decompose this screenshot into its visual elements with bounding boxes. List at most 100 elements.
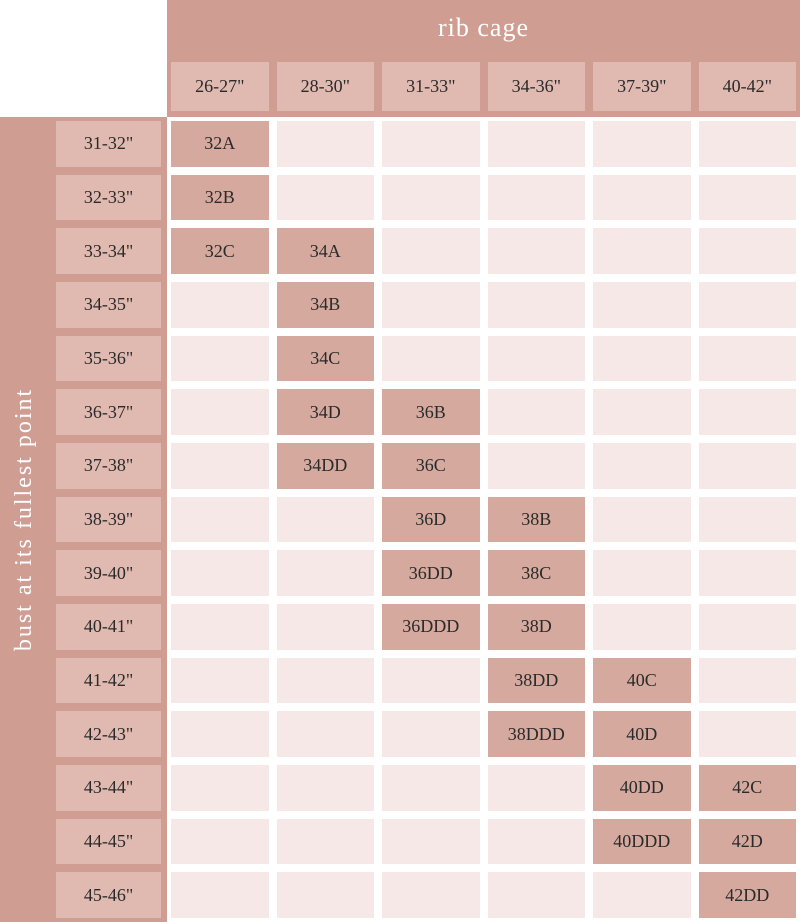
row-header-cell: 31-32" [56,121,161,167]
data-cell: 40C [593,658,691,704]
data-cell: 40D [593,711,691,757]
data-cell: 38C [488,550,586,596]
row-header-cell: 41-42" [56,658,161,704]
data-cell: 32C [171,228,269,274]
row-header-cell: 33-34" [56,228,161,274]
column-header-cell: 28-30" [277,62,375,111]
row-header-cell: 32-33" [56,175,161,221]
data-cell [171,336,269,382]
data-cell [171,604,269,650]
data-cell [277,497,375,543]
data-cell [593,175,691,221]
data-cell [277,711,375,757]
row-header-cell: 37-38" [56,443,161,489]
data-grid: 32A32B32C34A34B34C34D36B34DD36C36D38B36D… [167,117,800,922]
column-header-cell: 34-36" [488,62,586,111]
data-cell [699,121,797,167]
data-cell [593,872,691,918]
size-chart-table: rib cage bust at its fullest point 26-27… [0,0,800,922]
data-cell [382,175,480,221]
data-cell [699,175,797,221]
row-header-cell: 45-46" [56,872,161,918]
data-cell: 36B [382,389,480,435]
data-cell [277,658,375,704]
column-headers: 26-27"28-30"31-33"34-36"37-39"40-42" [167,56,800,117]
data-cell [382,658,480,704]
data-cell: 38DDD [488,711,586,757]
data-cell [171,389,269,435]
row-header-cell: 42-43" [56,711,161,757]
data-cell [488,819,586,865]
row-header-cell: 39-40" [56,550,161,596]
data-cell [171,443,269,489]
data-cell: 40DD [593,765,691,811]
data-cell [593,282,691,328]
data-cell [699,497,797,543]
data-cell [382,282,480,328]
data-cell: 38DD [488,658,586,704]
data-cell: 36C [382,443,480,489]
row-header-cell: 44-45" [56,819,161,865]
data-cell [593,336,691,382]
data-cell: 40DDD [593,819,691,865]
row-header-cell: 38-39" [56,497,161,543]
data-cell [488,336,586,382]
row-header-cell: 35-36" [56,336,161,382]
data-cell [593,443,691,489]
data-cell: 34C [277,336,375,382]
data-cell [488,389,586,435]
data-cell: 36D [382,497,480,543]
data-cell [488,121,586,167]
data-cell [488,765,586,811]
data-cell [277,121,375,167]
data-cell [699,228,797,274]
data-cell [171,765,269,811]
data-cell: 36DDD [382,604,480,650]
data-cell [277,819,375,865]
data-cell: 36DD [382,550,480,596]
data-cell [593,121,691,167]
data-cell [171,550,269,596]
data-cell [699,389,797,435]
data-cell: 42D [699,819,797,865]
column-header-cell: 26-27" [171,62,269,111]
data-cell [593,497,691,543]
data-cell [593,389,691,435]
data-cell [171,819,269,865]
data-cell [488,175,586,221]
data-cell [699,658,797,704]
data-cell [699,711,797,757]
top-header: rib cage [167,0,800,56]
column-header-cell: 40-42" [699,62,797,111]
data-cell [277,175,375,221]
data-cell [699,336,797,382]
data-cell [171,658,269,704]
data-cell [488,282,586,328]
data-cell [277,872,375,918]
data-cell [382,819,480,865]
row-headers: 31-32"32-33"33-34"34-35"35-36"36-37"37-3… [50,117,167,922]
data-cell: 42DD [699,872,797,918]
data-cell [277,550,375,596]
data-cell [382,765,480,811]
data-cell [171,282,269,328]
data-cell: 42C [699,765,797,811]
data-cell [171,711,269,757]
column-header-cell: 37-39" [593,62,691,111]
data-cell: 38B [488,497,586,543]
data-cell [593,604,691,650]
data-cell [382,711,480,757]
data-cell: 34DD [277,443,375,489]
top-header-label: rib cage [438,13,529,43]
data-cell [699,604,797,650]
data-cell: 34D [277,389,375,435]
column-header-cell: 31-33" [382,62,480,111]
data-cell [382,121,480,167]
data-cell [277,765,375,811]
data-cell: 34B [277,282,375,328]
side-header-label: bust at its fullest point [12,388,39,651]
side-header: bust at its fullest point [0,117,50,922]
data-cell [593,228,691,274]
row-header-cell: 34-35" [56,282,161,328]
row-header-cell: 40-41" [56,604,161,650]
